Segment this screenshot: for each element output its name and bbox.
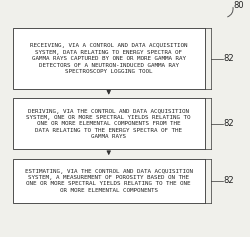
Text: 82: 82 (224, 176, 234, 185)
Text: 82: 82 (224, 119, 234, 128)
Text: RECEIVING, VIA A CONTROL AND DATA ACQUISITION
SYSTEM, DATA RELATING TO ENERGY SP: RECEIVING, VIA A CONTROL AND DATA ACQUIS… (30, 43, 188, 74)
Text: 80: 80 (234, 1, 244, 10)
FancyBboxPatch shape (12, 98, 205, 149)
Text: ESTIMATING, VIA THE CONTROL AND DATA ACQUISITION
SYSTEM, A MEASUREMENT OF POROSI: ESTIMATING, VIA THE CONTROL AND DATA ACQ… (25, 169, 193, 193)
Text: DERIVING, VIA THE CONTROL AND DATA ACQUISITION
SYSTEM, ONE OR MORE SPECTRAL YIEL: DERIVING, VIA THE CONTROL AND DATA ACQUI… (26, 109, 191, 139)
Text: 82: 82 (224, 54, 234, 63)
FancyBboxPatch shape (12, 159, 205, 203)
FancyBboxPatch shape (12, 28, 205, 89)
